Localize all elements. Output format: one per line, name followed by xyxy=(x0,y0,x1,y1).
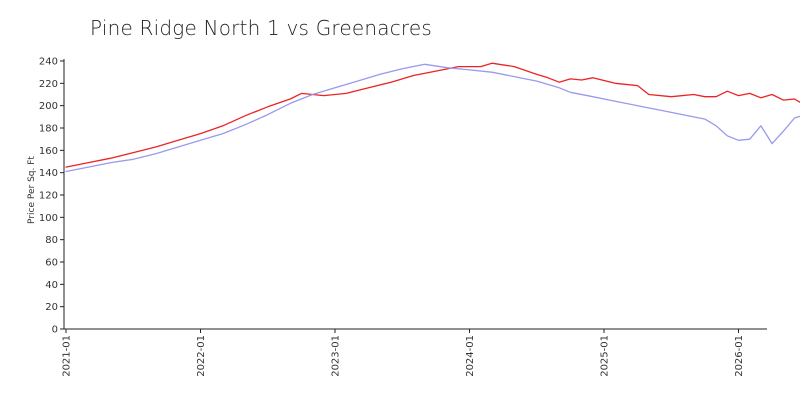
x-tick-label: 2024-01 xyxy=(465,335,476,377)
y-tick-label: 180 xyxy=(39,124,58,135)
x-tick-label: 2022-01 xyxy=(196,335,207,377)
y-tick-label: 80 xyxy=(45,235,58,246)
y-tick-label: 240 xyxy=(39,57,58,68)
y-tick-label: 100 xyxy=(39,213,58,224)
y-tick-label: 220 xyxy=(39,79,58,90)
y-tick-label: 40 xyxy=(45,280,58,291)
series-line-1 xyxy=(65,62,800,168)
axes: 0 20 40 60 80 100 120 140 160 180 200 220 240 2021-01… xyxy=(39,57,767,377)
y-tick-label: 200 xyxy=(39,101,58,112)
y-axis-label: Price Per Sq. Ft xyxy=(27,156,37,224)
y-tick-label: 60 xyxy=(45,258,58,269)
y-tick-label: 20 xyxy=(45,302,58,313)
y-tick-label: 160 xyxy=(39,146,58,157)
x-tick-label: 2021-01 xyxy=(62,335,73,377)
y-tick-label: 120 xyxy=(39,191,58,202)
y-tick-label: 140 xyxy=(39,168,58,179)
x-tick-label: 2023-01 xyxy=(331,335,342,377)
x-tick-label: 2025-01 xyxy=(600,335,611,377)
series-layer xyxy=(65,62,800,173)
series-line-2 xyxy=(65,63,800,173)
y-tick-label: 0 xyxy=(52,325,58,336)
chart-title: Pine Ridge North 1 vs Greenacres xyxy=(90,16,433,40)
x-tick-label: 2026-01 xyxy=(734,335,745,377)
